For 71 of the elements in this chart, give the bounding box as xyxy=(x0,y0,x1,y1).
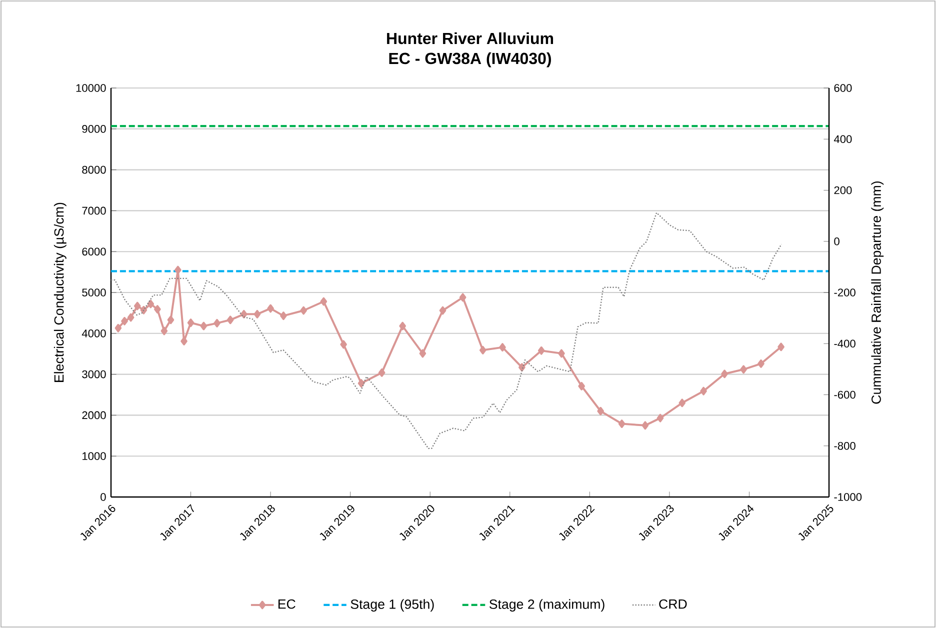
y2-tick-label: -800 xyxy=(834,442,856,450)
y2-tick-label: 600 xyxy=(834,84,852,92)
y2-axis-title: Cummulative Rainfall Departure (mm) xyxy=(871,181,884,404)
y-tick-label: 1000 xyxy=(82,452,106,460)
y2-tick-label: -200 xyxy=(834,288,856,296)
legend-label: Stage 2 (maximum) xyxy=(489,599,604,612)
y-axis-title: Electrical Conductivity (µS/cm) xyxy=(54,202,66,382)
point xyxy=(154,305,161,314)
legend-label: Stage 1 (95th) xyxy=(350,599,434,612)
point xyxy=(721,370,728,378)
point xyxy=(134,302,141,310)
y-tick-label: 5000 xyxy=(82,288,106,296)
point xyxy=(226,316,234,324)
point xyxy=(254,310,261,318)
chart-subtitle: EC - GW38A (IW4030) xyxy=(389,52,551,68)
point xyxy=(121,316,128,326)
y2-tick-label: 400 xyxy=(834,135,852,144)
point xyxy=(479,346,486,354)
legend-label: CRD xyxy=(659,599,687,609)
point xyxy=(160,326,168,336)
point xyxy=(267,304,274,313)
point xyxy=(200,322,208,330)
point xyxy=(174,266,182,274)
point xyxy=(378,368,386,377)
point xyxy=(597,406,604,416)
y2-tick-label: 0 xyxy=(834,237,840,246)
legend-label: EC xyxy=(278,599,296,609)
point xyxy=(214,318,220,328)
point xyxy=(300,306,307,315)
point xyxy=(558,349,565,358)
y-tick-label: 6000 xyxy=(82,248,106,256)
point xyxy=(499,343,506,352)
y-tick-label: 2000 xyxy=(82,411,106,420)
point xyxy=(678,398,686,408)
y2-tick-label: -400 xyxy=(834,340,856,348)
point xyxy=(114,324,122,332)
y-tick-label: 0 xyxy=(100,493,106,501)
chart-title: Hunter River Alluvium xyxy=(387,32,554,44)
y-tick-label: 10000 xyxy=(76,84,106,92)
point xyxy=(167,316,174,324)
point xyxy=(656,414,664,422)
point xyxy=(538,346,545,355)
point xyxy=(740,365,747,374)
line-series xyxy=(110,212,782,450)
point xyxy=(700,386,707,396)
point xyxy=(340,340,347,349)
point xyxy=(240,310,248,318)
point xyxy=(280,312,287,320)
point xyxy=(419,349,426,358)
point xyxy=(439,306,446,315)
y-tick-label: 4000 xyxy=(82,329,106,338)
point xyxy=(399,322,406,330)
point xyxy=(459,293,466,302)
point xyxy=(578,382,585,390)
point xyxy=(618,420,626,428)
point xyxy=(778,342,784,352)
point xyxy=(320,297,328,306)
point xyxy=(127,313,134,322)
point xyxy=(642,421,649,430)
y2-tick-label: -600 xyxy=(834,390,856,399)
point xyxy=(358,379,365,388)
y-tick-label: 9000 xyxy=(82,124,106,133)
y-tick-label: 8000 xyxy=(82,166,106,174)
point xyxy=(758,359,764,368)
y-tick-label: 7000 xyxy=(82,206,106,215)
y2-tick-label: -1000 xyxy=(834,493,862,501)
point xyxy=(147,300,154,308)
point xyxy=(187,318,194,327)
point xyxy=(180,336,188,346)
y-tick-label: 3000 xyxy=(82,370,106,378)
y2-tick-label: 200 xyxy=(834,186,852,194)
